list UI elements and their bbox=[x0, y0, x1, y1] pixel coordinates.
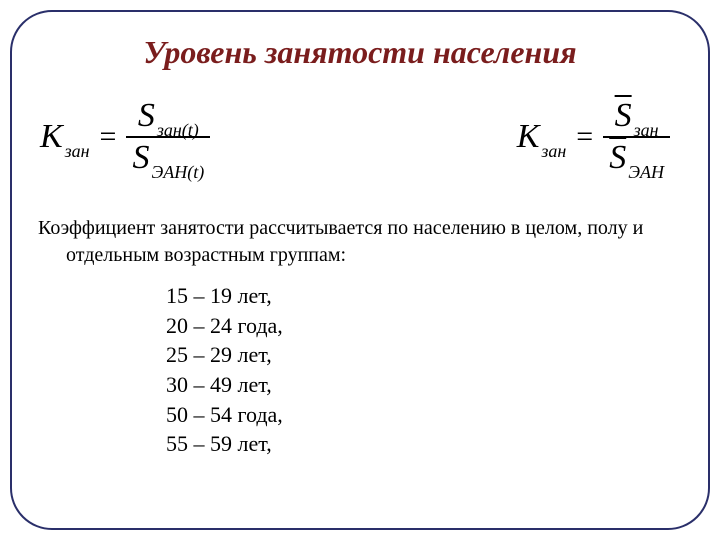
formula-right-denominator: S ЭАН bbox=[603, 141, 670, 175]
formula-left-den-base: S bbox=[132, 141, 149, 175]
formula-right-lhs-sub: зан bbox=[541, 141, 566, 162]
age-groups-list: 15 – 19 лет, 20 – 24 года, 25 – 29 лет, … bbox=[166, 281, 684, 459]
formula-right-lhs-base: К bbox=[517, 118, 540, 156]
slide-title: Уровень занятости населения bbox=[36, 34, 684, 71]
formula-left-num-sub: зан(t) bbox=[157, 121, 199, 139]
formula-right-fraction: S зан S ЭАН bbox=[603, 99, 670, 175]
formula-left-den-sub: ЭАН(t) bbox=[151, 163, 204, 181]
formulas-row: К зан = S зан(t) S ЭАН(t) К зан bbox=[36, 99, 684, 175]
formula-left-num-base: S bbox=[138, 99, 155, 133]
formula-right: К зан = S зан S ЭАН bbox=[517, 99, 670, 175]
formula-left-numerator: S зан(t) bbox=[132, 99, 205, 133]
list-item: 30 – 49 лет, bbox=[166, 370, 684, 400]
formula-left-fraction: S зан(t) S ЭАН(t) bbox=[126, 99, 210, 175]
formula-right-den-base: S bbox=[609, 141, 626, 175]
formula-right-lhs: К зан bbox=[517, 118, 567, 156]
list-item: 15 – 19 лет, bbox=[166, 281, 684, 311]
slide-frame: Уровень занятости населения К зан = S за… bbox=[10, 10, 710, 530]
list-item: 50 – 54 года, bbox=[166, 400, 684, 430]
formula-right-num-base: S bbox=[615, 99, 632, 133]
formula-left-eq: = bbox=[100, 120, 117, 154]
formula-right-num-sub: зан bbox=[634, 121, 659, 139]
formula-right-eq: = bbox=[576, 120, 593, 154]
formula-left-denominator: S ЭАН(t) bbox=[126, 141, 210, 175]
formula-left-lhs-sub: зан bbox=[65, 141, 90, 162]
formula-left: К зан = S зан(t) S ЭАН(t) bbox=[40, 99, 210, 175]
formula-left-lhs-base: К bbox=[40, 118, 63, 156]
list-item: 55 – 59 лет, bbox=[166, 429, 684, 459]
formula-right-numerator: S зан bbox=[609, 99, 665, 133]
list-item: 25 – 29 лет, bbox=[166, 340, 684, 370]
description-text: Коэффициент занятости рассчитывается по … bbox=[38, 215, 682, 269]
formula-left-lhs: К зан bbox=[40, 118, 90, 156]
formula-right-den-sub: ЭАН bbox=[628, 163, 664, 181]
list-item: 20 – 24 года, bbox=[166, 311, 684, 341]
